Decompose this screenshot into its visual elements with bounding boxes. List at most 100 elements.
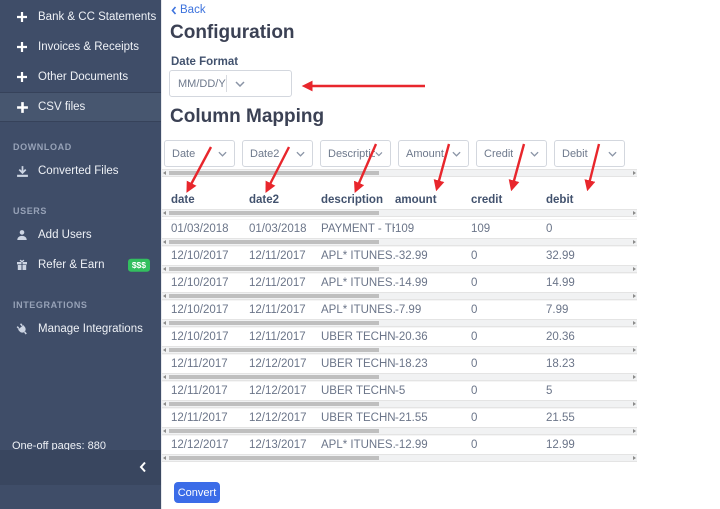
scroll-thumb[interactable] <box>169 375 379 379</box>
row-horizontal-scrollbar[interactable] <box>162 373 637 381</box>
column-mapping-select[interactable]: Date2 <box>242 140 313 167</box>
column-mapping-select[interactable]: Debit <box>554 140 625 167</box>
scroll-thumb[interactable] <box>169 240 379 244</box>
table-row: 12/10/2017 12/11/2017 APL* ITUNES.CO... … <box>162 273 637 292</box>
scroll-left-arrow-icon[interactable] <box>163 429 166 433</box>
scroll-right-arrow-icon[interactable] <box>633 321 636 325</box>
scroll-left-arrow-icon[interactable] <box>163 171 166 175</box>
column-mapping-select[interactable]: Description <box>320 140 391 167</box>
scroll-thumb[interactable] <box>169 211 379 215</box>
scroll-thumb[interactable] <box>169 456 379 460</box>
column-mapping-select[interactable]: Credit <box>476 140 547 167</box>
cell-amount: -14.99 <box>395 277 428 289</box>
scroll-right-arrow-icon[interactable] <box>633 211 636 215</box>
sidebar: Bank & CC Statements Invoices & Receipts… <box>0 0 161 509</box>
scroll-thumb[interactable] <box>169 171 379 175</box>
table-row-block: 12/10/2017 12/11/2017 APL* ITUNES.CO... … <box>162 246 637 273</box>
sidebar-item-label: Add Users <box>38 229 92 241</box>
column-mapping-select[interactable]: Amount <box>398 140 469 167</box>
chevron-down-icon <box>218 151 227 157</box>
scroll-left-arrow-icon[interactable] <box>163 321 166 325</box>
table-row: 12/10/2017 12/11/2017 UBER TECHNOL... -2… <box>162 327 637 346</box>
selects-horizontal-scrollbar[interactable] <box>162 169 637 177</box>
sidebar-item-manage-integrations[interactable]: Manage Integrations <box>0 314 161 344</box>
cell-date2: 12/11/2017 <box>249 331 306 343</box>
cell-debit: 7.99 <box>546 304 569 316</box>
cell-date2: 12/12/2017 <box>249 358 307 370</box>
cell-debit: 12.99 <box>546 439 575 451</box>
table-row-block: 12/10/2017 12/11/2017 APL* ITUNES.CO... … <box>162 300 637 327</box>
column-mapping-select[interactable]: Date <box>164 140 235 167</box>
cell-amount: -20.36 <box>395 331 428 343</box>
cell-debit: 14.99 <box>546 277 575 289</box>
table-header-row: date date2 description amount credit debit <box>162 190 637 209</box>
scroll-thumb[interactable] <box>169 402 379 406</box>
sidebar-section-users: USERS <box>13 206 48 216</box>
header-horizontal-scrollbar[interactable] <box>162 209 637 217</box>
cell-description: APL* ITUNES.CO... <box>321 277 395 289</box>
chevron-down-icon <box>235 80 245 87</box>
sidebar-collapse-bar <box>0 450 161 485</box>
scroll-left-arrow-icon[interactable] <box>163 294 166 298</box>
scroll-left-arrow-icon[interactable] <box>163 375 166 379</box>
scroll-left-arrow-icon[interactable] <box>163 267 166 271</box>
table-row: 12/12/2017 12/13/2017 APL* ITUNES.CO... … <box>162 435 637 454</box>
scroll-thumb[interactable] <box>169 348 379 352</box>
scroll-right-arrow-icon[interactable] <box>633 240 636 244</box>
scroll-right-arrow-icon[interactable] <box>633 456 636 460</box>
table-row: 01/03/2018 01/03/2018 PAYMENT - THA... 1… <box>162 219 637 238</box>
scroll-right-arrow-icon[interactable] <box>633 429 636 433</box>
scroll-thumb[interactable] <box>169 429 379 433</box>
sidebar-item-converted-files[interactable]: Converted Files <box>0 156 161 186</box>
table-row: 12/10/2017 12/11/2017 APL* ITUNES.CO... … <box>162 246 637 265</box>
column-header: debit <box>546 193 574 206</box>
row-horizontal-scrollbar[interactable] <box>162 454 637 462</box>
row-horizontal-scrollbar[interactable] <box>162 238 637 246</box>
sidebar-item-label: Manage Integrations <box>38 323 143 335</box>
gift-icon <box>15 258 29 272</box>
cell-date: 12/12/2017 <box>171 439 229 451</box>
back-link[interactable]: Back <box>171 4 206 16</box>
table-row: 12/11/2017 12/12/2017 UBER TECHNOL... -1… <box>162 354 637 373</box>
sidebar-item-other-documents[interactable]: Other Documents <box>0 62 161 92</box>
scroll-right-arrow-icon[interactable] <box>633 402 636 406</box>
sidebar-item-refer-earn[interactable]: Refer & Earn $$$ <box>0 250 161 280</box>
scroll-left-arrow-icon[interactable] <box>163 402 166 406</box>
row-horizontal-scrollbar[interactable] <box>162 265 637 273</box>
scroll-left-arrow-icon[interactable] <box>163 211 166 215</box>
sidebar-section-download: DOWNLOAD <box>13 142 72 152</box>
row-horizontal-scrollbar[interactable] <box>162 346 637 354</box>
scroll-thumb[interactable] <box>169 294 379 298</box>
scroll-thumb[interactable] <box>169 267 379 271</box>
cell-debit: 21.55 <box>546 412 575 424</box>
table-row-block: 12/11/2017 12/12/2017 UBER TECHNOL... -5… <box>162 381 637 408</box>
main-content: Back Configuration Date Format MM/DD/YYY… <box>161 0 720 509</box>
cell-amount: -5 <box>395 385 406 397</box>
cell-credit: 0 <box>471 385 478 397</box>
scroll-right-arrow-icon[interactable] <box>633 348 636 352</box>
scroll-right-arrow-icon[interactable] <box>633 375 636 379</box>
row-horizontal-scrollbar[interactable] <box>162 427 637 435</box>
sidebar-item-invoices-receipts[interactable]: Invoices & Receipts <box>0 32 161 62</box>
sidebar-item-csv-files[interactable]: CSV files <box>0 92 161 122</box>
sidebar-item-add-users[interactable]: Add Users <box>0 220 161 250</box>
scroll-right-arrow-icon[interactable] <box>633 267 636 271</box>
chevron-left-icon <box>171 5 177 15</box>
scroll-left-arrow-icon[interactable] <box>163 348 166 352</box>
scroll-right-arrow-icon[interactable] <box>633 171 636 175</box>
row-horizontal-scrollbar[interactable] <box>162 319 637 327</box>
convert-button[interactable]: Convert <box>174 482 220 503</box>
chevron-down-icon <box>452 151 461 157</box>
scroll-left-arrow-icon[interactable] <box>163 240 166 244</box>
collapse-sidebar-icon[interactable] <box>137 460 149 479</box>
scroll-left-arrow-icon[interactable] <box>163 456 166 460</box>
table-row-block: 12/12/2017 12/13/2017 APL* ITUNES.CO... … <box>162 435 637 462</box>
sidebar-item-bank-cc-statements[interactable]: Bank & CC Statements <box>0 2 161 32</box>
date-format-select[interactable]: MM/DD/YYYY <box>169 70 292 97</box>
row-horizontal-scrollbar[interactable] <box>162 400 637 408</box>
cell-date2: 12/11/2017 <box>249 250 306 262</box>
scroll-right-arrow-icon[interactable] <box>633 294 636 298</box>
cell-date2: 12/11/2017 <box>249 277 306 289</box>
scroll-thumb[interactable] <box>169 321 379 325</box>
row-horizontal-scrollbar[interactable] <box>162 292 637 300</box>
